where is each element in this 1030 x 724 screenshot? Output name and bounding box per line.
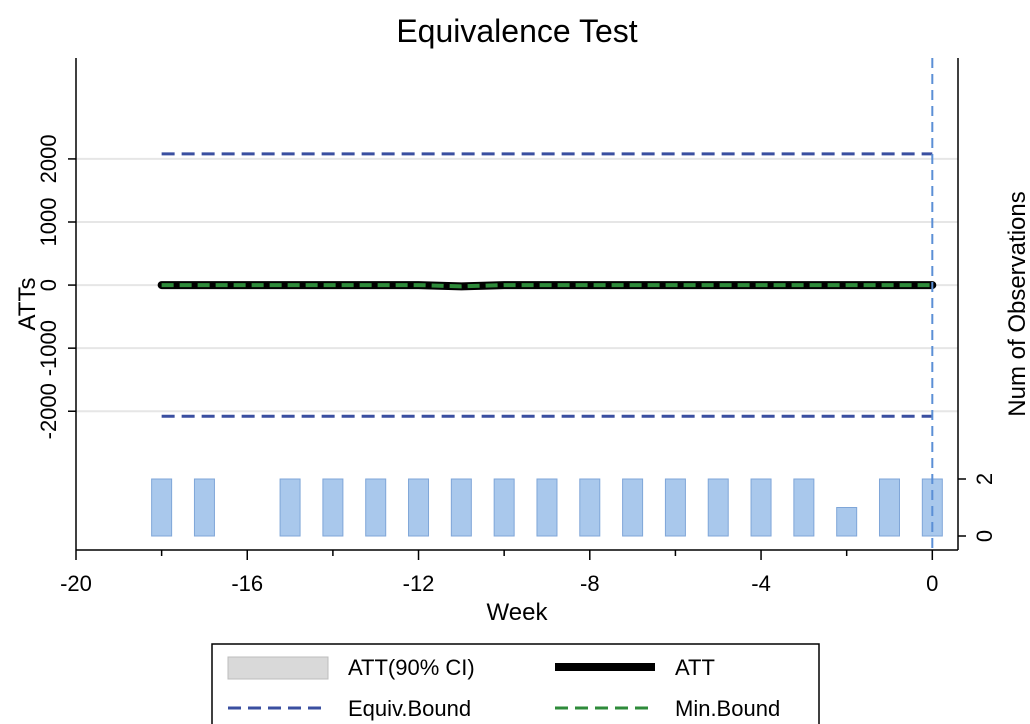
legend: ATT(90% CI) ATT Equiv.Bound Min.Bound xyxy=(211,643,820,724)
legend-label: Min.Bound xyxy=(675,696,780,721)
chart-title: Equivalence Test xyxy=(396,13,637,49)
observation-bar xyxy=(579,478,601,537)
observation-bar xyxy=(622,478,644,537)
y-tick-label: -1000 xyxy=(36,320,61,376)
observation-bar xyxy=(793,478,815,537)
y-tick-label: 1000 xyxy=(36,198,61,247)
observation-bar xyxy=(151,478,173,537)
legend-label: ATT(90% CI) xyxy=(348,655,475,680)
observation-bar xyxy=(493,478,515,537)
y-axis-label: ATTs xyxy=(14,278,41,331)
x-ticks: -20 -16 -12 -8 -4 0 xyxy=(60,550,938,596)
y2-axis-label: Num of Observations xyxy=(1004,191,1030,416)
min-bound-line xyxy=(161,283,933,289)
x-tick-label: -20 xyxy=(60,571,92,596)
y2-ticks: 20 xyxy=(958,473,997,542)
x-tick-label: -12 xyxy=(403,571,435,596)
observation-bar xyxy=(365,478,387,537)
observation-bar xyxy=(664,478,686,537)
observation-bar xyxy=(536,478,558,537)
legend-swatch-ci xyxy=(227,656,329,680)
x-axis-label: Week xyxy=(487,599,549,626)
plot-axes xyxy=(75,58,959,551)
observation-bar xyxy=(322,478,344,537)
observation-bar xyxy=(750,478,772,537)
y-ticks: 2000 1000 0 -1000 -2000 xyxy=(36,134,76,439)
x-tick-label: -4 xyxy=(751,571,771,596)
x-tick-label: -16 xyxy=(231,571,263,596)
observation-bar xyxy=(878,478,900,537)
x-tick-label: -8 xyxy=(580,571,600,596)
legend-label: Equiv.Bound xyxy=(348,696,471,721)
legend-label: ATT xyxy=(675,655,715,680)
y-tick-label: 0 xyxy=(36,279,61,291)
observation-bars xyxy=(151,478,943,537)
observation-bar xyxy=(279,478,301,537)
y-tick-label: -2000 xyxy=(36,383,61,439)
observation-bar xyxy=(193,478,215,537)
att-series xyxy=(157,281,937,291)
observation-bar xyxy=(408,478,430,537)
equivalence-bounds xyxy=(161,152,933,418)
x-tick-label: 0 xyxy=(926,571,938,596)
y2-tick-label: 2 xyxy=(972,473,997,485)
observation-bar xyxy=(836,507,858,537)
y-tick-label: 2000 xyxy=(36,134,61,183)
observation-bar xyxy=(707,478,729,537)
y2-tick-label: 0 xyxy=(972,530,997,542)
observation-bar xyxy=(450,478,472,537)
